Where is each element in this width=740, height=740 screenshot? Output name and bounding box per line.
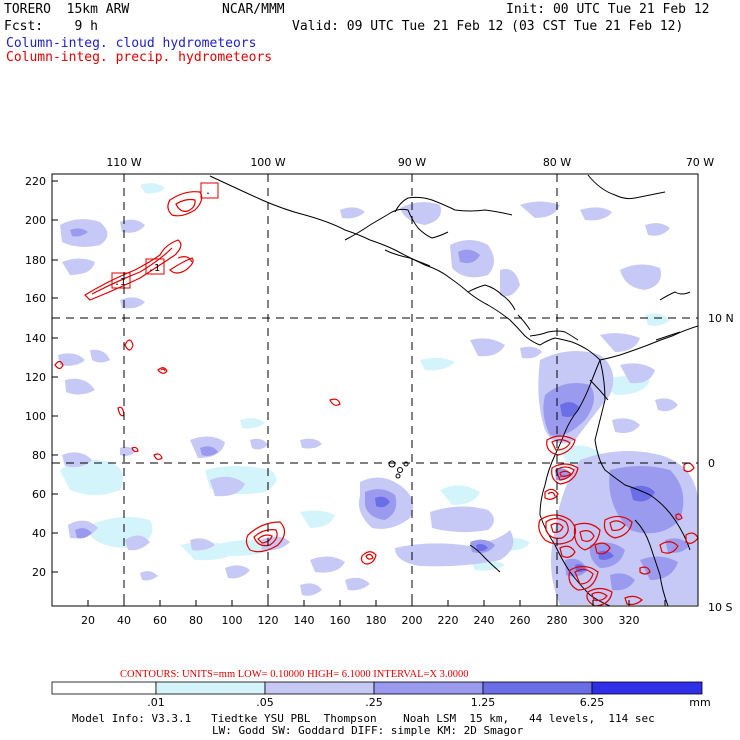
lon-labels: 110 W 100 W 90 W 80 W 70 W — [106, 156, 714, 169]
y-tick-label: 160 — [25, 292, 46, 305]
colorbar-label: 6.25 — [580, 696, 605, 709]
coastlines — [209, 174, 698, 606]
valid-time: Valid: 09 UTC Tue 21 Feb 12 (03 CST Tue … — [292, 19, 684, 34]
model-physics: LW: Godd SW: Goddard DIFF: simple KM: 2D… — [212, 724, 524, 737]
y-tick-label: 200 — [25, 214, 46, 227]
axis-ticks — [52, 180, 666, 606]
colorbar-label: .25 — [365, 696, 383, 709]
y-tick-label: 120 — [25, 371, 46, 384]
lon-label: 80 W — [543, 156, 571, 169]
lon-label: 100 W — [250, 156, 285, 169]
box-marker — [111, 272, 131, 289]
y-tick-label: 80 — [32, 449, 46, 462]
x-tick-label: 100 — [222, 614, 243, 627]
lat-label: 10 S — [708, 601, 732, 614]
x-tick-label: 120 — [258, 614, 279, 627]
x-tick-label: 280 — [547, 614, 568, 627]
lat-lon-grid — [52, 174, 698, 606]
x-tick-label: 300 — [583, 614, 604, 627]
lon-label: 70 W — [686, 156, 714, 169]
y-tick-label: 40 — [32, 527, 46, 540]
lon-label: 90 W — [398, 156, 426, 169]
precip-contours — [54, 191, 698, 606]
precip-field-title: Column-integ. precip. hydrometeors — [6, 50, 273, 65]
x-tick-label: 180 — [366, 614, 387, 627]
x-tick-label: 20 — [81, 614, 95, 627]
y-tick-label: 220 — [25, 175, 46, 188]
colorbar-bin — [373, 681, 484, 695]
lat-label: 10 N — [708, 312, 734, 325]
y-tick-label: 140 — [25, 332, 46, 345]
y-tick-label: 100 — [25, 410, 46, 423]
x-tick-label: 240 — [474, 614, 495, 627]
x-tick-label: 160 — [330, 614, 351, 627]
model-title: TORERO 15km ARW — [4, 2, 130, 17]
cloud-field-title: Column-integ. cloud hydrometeors — [6, 36, 257, 51]
y-tick-label: 60 — [32, 488, 46, 501]
x-tick-label: 200 — [402, 614, 423, 627]
y-tick-label: 180 — [25, 254, 46, 267]
x-tick-label: 260 — [510, 614, 531, 627]
box-label: . — [205, 186, 211, 197]
colorbar-label: 1.25 — [471, 696, 496, 709]
forecast-hour: Fcst: 9 h — [4, 19, 98, 34]
precip-boxes — [111, 182, 219, 289]
center-label: NCAR/MMM — [222, 2, 285, 17]
colorbar-label: .01 — [147, 696, 165, 709]
x-tick-label: 220 — [438, 614, 459, 627]
colorbar-labels: .01 .05 .25 1.25 6.25 mm — [147, 696, 710, 709]
lat-label: 0 — [708, 457, 715, 470]
colorbar-units: mm — [689, 696, 710, 709]
colorbar-bin — [51, 681, 157, 695]
model-info: Model Info: V3.3.1 Tiedtke YSU PBL Thomp… — [72, 712, 655, 725]
x-tick-label: 60 — [153, 614, 167, 627]
colorbar — [51, 681, 703, 695]
plot-frame — [51, 173, 699, 607]
init-time: Init: 00 UTC Tue 21 Feb 12 — [506, 2, 710, 17]
box-label: .1 — [114, 277, 126, 288]
x-tick-label: 320 — [619, 614, 640, 627]
lat-labels: 10 N 0 10 S — [708, 312, 734, 614]
colorbar-bin — [264, 681, 375, 695]
cloud-shading — [58, 183, 698, 605]
lon-label: 110 W — [106, 156, 141, 169]
islands — [388, 460, 409, 479]
x-tick-label: 80 — [189, 614, 203, 627]
contour-info: CONTOURS: UNITS=mm LOW= 0.10000 HIGH= 6.… — [120, 669, 469, 680]
colorbar-bin — [591, 681, 703, 695]
colorbar-label: .05 — [256, 696, 274, 709]
y-tick-labels: 220 200 180 160 140 120 100 80 60 40 20 — [25, 175, 46, 579]
x-tick-label: 40 — [117, 614, 131, 627]
y-tick-label: 20 — [32, 566, 46, 579]
box-marker — [145, 258, 165, 275]
x-tick-label: 140 — [294, 614, 315, 627]
x-tick-labels: 20 40 60 80 100 120 140 160 180 200 220 … — [81, 614, 640, 627]
colorbar-bin — [155, 681, 266, 695]
colorbar-bin — [482, 681, 593, 695]
box-label: .1 — [148, 263, 160, 274]
box-marker — [200, 182, 219, 199]
